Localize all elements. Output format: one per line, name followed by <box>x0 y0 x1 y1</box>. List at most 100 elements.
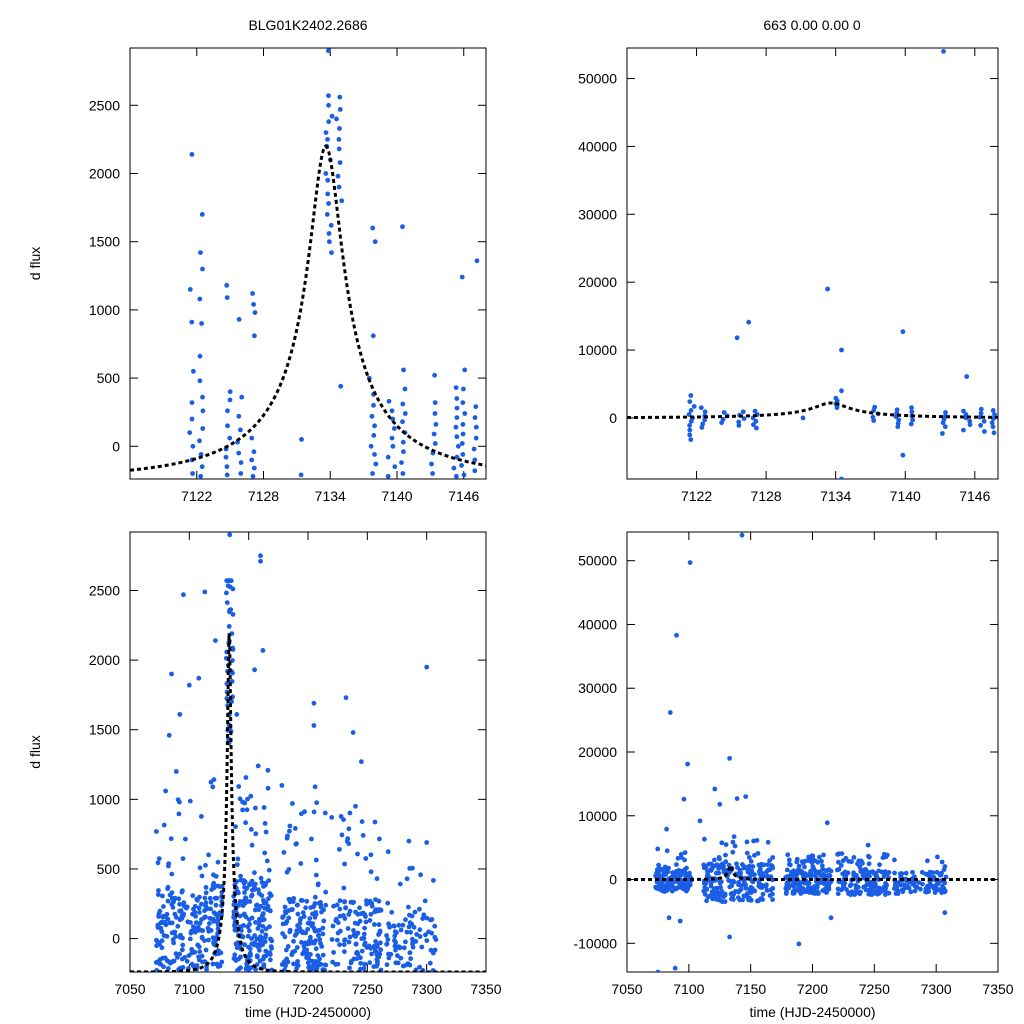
data-point <box>473 424 479 430</box>
data-point <box>230 647 236 652</box>
data-point <box>783 891 789 896</box>
data-point <box>427 960 433 966</box>
data-point <box>402 411 408 416</box>
data-point <box>173 934 179 939</box>
data-point <box>759 870 765 876</box>
data-point <box>234 945 240 951</box>
data-point <box>877 862 882 868</box>
data-point <box>459 274 465 280</box>
data-point <box>412 909 418 915</box>
data-point <box>353 909 358 915</box>
data-point <box>210 885 216 891</box>
data-point <box>752 853 757 858</box>
data-point <box>347 965 352 971</box>
data-point <box>240 807 246 813</box>
data-point <box>385 937 391 942</box>
data-point <box>723 842 729 847</box>
data-point <box>819 863 825 869</box>
data-point <box>225 423 230 429</box>
data-point <box>177 908 183 914</box>
data-point <box>161 822 167 828</box>
data-point <box>290 907 295 912</box>
data-point <box>385 900 391 906</box>
data-point <box>731 834 737 839</box>
data-point <box>231 956 237 961</box>
data-point <box>334 902 340 908</box>
data-point <box>990 424 996 430</box>
data-point <box>202 908 207 914</box>
data-point <box>254 953 260 959</box>
data-point <box>187 287 193 292</box>
data-point <box>836 851 842 857</box>
data-point <box>231 915 237 920</box>
data-point <box>329 250 334 256</box>
data-point <box>199 935 205 941</box>
data-point <box>346 939 352 945</box>
data-point <box>309 836 314 842</box>
data-point <box>162 955 168 961</box>
data-point <box>286 867 292 872</box>
data-point <box>818 880 823 885</box>
data-point <box>305 926 311 932</box>
data-point <box>925 858 930 864</box>
data-point <box>403 939 408 945</box>
data-point <box>297 921 303 926</box>
data-point <box>799 869 805 875</box>
data-point <box>910 417 915 423</box>
data-point <box>329 937 335 942</box>
data-point <box>211 940 216 945</box>
data-point <box>406 838 412 844</box>
data-point <box>206 852 212 858</box>
data-point <box>186 682 192 688</box>
data-point <box>252 870 257 876</box>
data-point <box>411 924 417 930</box>
data-point <box>378 907 384 913</box>
data-point <box>698 405 704 411</box>
data-point <box>249 842 255 848</box>
data-point <box>398 927 404 933</box>
data-point <box>159 938 165 944</box>
data-point <box>215 859 221 865</box>
data-point <box>236 450 242 456</box>
data-point <box>323 889 329 895</box>
data-point <box>227 435 233 441</box>
data-point <box>852 892 857 897</box>
data-point <box>345 836 351 841</box>
data-point <box>238 471 244 476</box>
data-point <box>358 960 364 966</box>
data-point <box>770 855 776 860</box>
data-point <box>402 386 408 392</box>
data-point <box>429 461 434 467</box>
data-point <box>682 857 687 863</box>
data-point <box>408 956 414 962</box>
data-point <box>678 872 684 878</box>
data-point <box>760 891 766 897</box>
data-point <box>362 942 367 948</box>
data-point <box>330 959 335 965</box>
y-tick-label: 20000 <box>578 744 617 760</box>
data-point <box>802 880 807 886</box>
data-point <box>400 419 405 425</box>
data-point <box>392 929 398 934</box>
data-point <box>336 146 342 152</box>
data-point <box>189 416 195 422</box>
x-tick-label: 7100 <box>174 981 205 997</box>
data-point <box>159 945 165 951</box>
data-point <box>734 861 739 867</box>
data-point <box>286 896 292 902</box>
data-point <box>252 310 258 315</box>
data-point <box>933 886 939 892</box>
data-point <box>311 809 317 815</box>
data-point <box>740 862 745 867</box>
data-point <box>252 667 257 673</box>
data-point <box>740 409 746 415</box>
data-point <box>414 932 420 937</box>
plot-frame <box>129 47 487 480</box>
data-point <box>342 916 348 921</box>
data-point <box>316 900 322 906</box>
data-point <box>311 700 317 706</box>
data-point <box>400 922 406 928</box>
data-point <box>259 929 265 934</box>
data-point <box>193 920 199 925</box>
data-point <box>343 695 349 701</box>
